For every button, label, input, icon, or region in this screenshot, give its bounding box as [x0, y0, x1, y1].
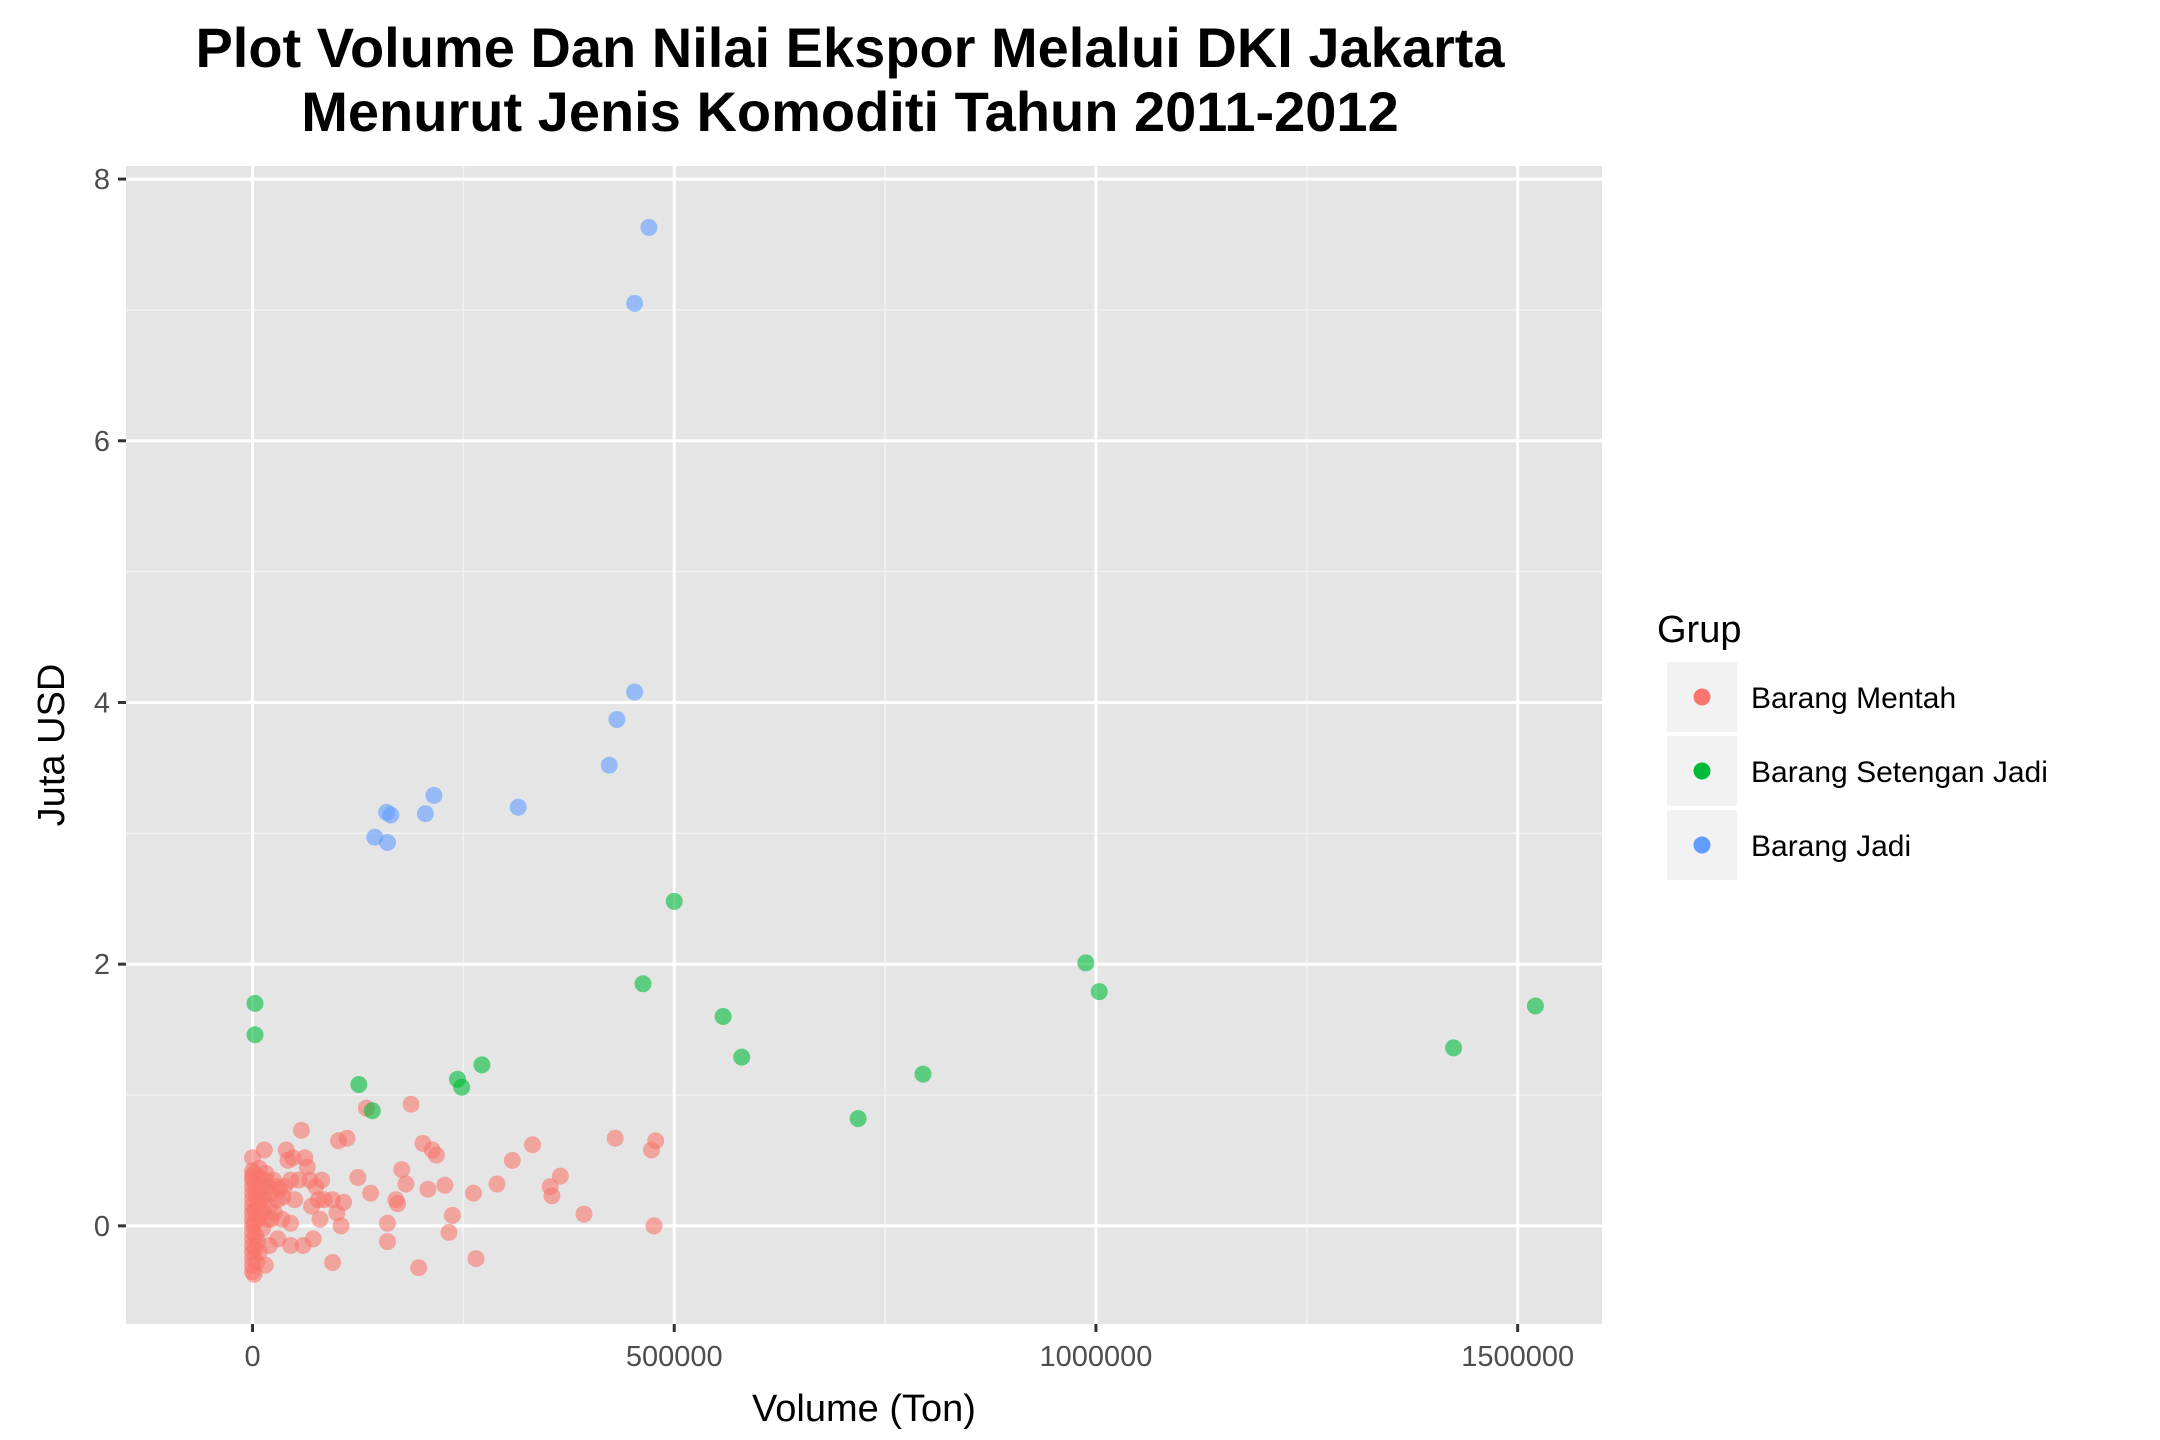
x-tick-label: 1000000 — [1039, 1341, 1152, 1373]
data-point-series-1 — [410, 1259, 428, 1277]
chart-title-line-2: Menurut Jenis Komoditi Tahun 2011-2012 — [301, 80, 1399, 143]
data-point-series-1 — [379, 1233, 396, 1251]
data-point-series-3 — [640, 219, 658, 236]
y-axis: 0 2 4 6 8 — [94, 164, 126, 1243]
data-point-series-1 — [575, 1205, 593, 1223]
data-point-series-2 — [849, 1110, 867, 1128]
legend-swatch — [1693, 762, 1711, 780]
data-point-series-1 — [298, 1158, 316, 1176]
data-point-series-1 — [488, 1175, 506, 1193]
data-point-series-3 — [626, 683, 644, 701]
plot-panel — [126, 166, 1602, 1324]
chart-title: Plot Volume Dan Nilai Ekspor Melalui DKI… — [120, 16, 1580, 144]
data-point-series-1 — [262, 1210, 280, 1228]
data-point-series-1 — [260, 1237, 278, 1254]
y-tick-label: 6 — [94, 426, 110, 458]
legend-swatch — [1693, 688, 1711, 706]
data-point-series-1 — [606, 1129, 624, 1147]
legend-label: Barang Jadi — [1751, 830, 1911, 863]
data-point-series-1 — [304, 1230, 322, 1248]
legend-title: Grup — [1657, 609, 1741, 651]
data-point-series-3 — [509, 798, 527, 816]
legend-label: Barang Mentah — [1751, 682, 1956, 715]
x-tick-label: 500000 — [626, 1341, 723, 1373]
data-point-series-2 — [914, 1065, 932, 1083]
data-point-series-1 — [362, 1184, 380, 1202]
data-point-series-1 — [284, 1149, 302, 1167]
data-point-series-1 — [427, 1146, 445, 1164]
data-point-series-1 — [255, 1141, 273, 1159]
x-tick-label: 1500000 — [1461, 1341, 1574, 1373]
data-point-series-1 — [313, 1171, 331, 1189]
data-point-series-2 — [1077, 954, 1095, 972]
data-point-series-1 — [292, 1121, 310, 1139]
data-point-series-1 — [647, 1132, 665, 1150]
data-point-series-2 — [473, 1056, 491, 1074]
y-tick-label: 4 — [94, 687, 110, 719]
data-point-series-2 — [453, 1078, 471, 1096]
data-point-series-1 — [551, 1167, 569, 1185]
y-tick-label: 8 — [94, 164, 110, 196]
data-point-series-1 — [324, 1254, 342, 1271]
legend-label: Barang Setengan Jadi — [1751, 756, 2048, 789]
data-point-series-3 — [416, 805, 434, 823]
data-point-series-1 — [419, 1180, 437, 1198]
major-grid — [126, 166, 1602, 1324]
data-point-series-1 — [402, 1095, 420, 1113]
data-point-series-3 — [626, 294, 644, 312]
x-tick-label: 0 — [244, 1341, 260, 1373]
data-point-series-1 — [440, 1223, 458, 1241]
chart-title-line-1: Plot Volume Dan Nilai Ekspor Melalui DKI… — [195, 16, 1505, 79]
data-point-series-1 — [282, 1214, 299, 1232]
data-point-series-1 — [335, 1193, 353, 1211]
data-point-series-1 — [543, 1187, 561, 1205]
data-points — [244, 219, 1544, 1283]
data-point-series-3 — [425, 786, 443, 804]
data-point-series-2 — [733, 1048, 751, 1066]
data-point-series-3 — [382, 806, 400, 824]
data-point-series-2 — [350, 1076, 368, 1093]
data-point-series-1 — [503, 1151, 521, 1169]
data-point-series-2 — [246, 994, 264, 1012]
data-point-series-3 — [379, 834, 396, 851]
data-point-series-1 — [282, 1237, 299, 1254]
data-point-series-3 — [600, 756, 618, 774]
data-point-series-1 — [443, 1206, 461, 1224]
data-point-series-1 — [379, 1214, 396, 1232]
data-point-series-3 — [608, 711, 626, 728]
data-point-series-2 — [665, 892, 683, 910]
data-point-series-1 — [467, 1250, 485, 1268]
data-point-series-1 — [397, 1175, 415, 1193]
data-point-series-1 — [524, 1136, 541, 1154]
legend: Grup Barang Mentah Barang Setengan Jadi Ba… — [1657, 609, 2048, 880]
data-point-series-3 — [366, 828, 384, 846]
y-tick-label: 2 — [94, 949, 110, 981]
data-point-series-2 — [363, 1102, 381, 1120]
data-point-series-1 — [465, 1184, 482, 1202]
y-tick-label: 0 — [94, 1211, 110, 1243]
data-point-series-2 — [1090, 983, 1108, 1001]
y-axis-title: Juta USD — [31, 664, 73, 827]
data-point-series-2 — [1526, 997, 1544, 1015]
data-point-series-2 — [714, 1008, 732, 1025]
legend-swatch — [1693, 836, 1711, 854]
data-point-series-1 — [338, 1129, 356, 1147]
data-point-series-2 — [1445, 1039, 1463, 1057]
data-point-series-1 — [286, 1191, 304, 1209]
data-point-series-1 — [389, 1195, 407, 1213]
data-point-series-2 — [246, 1026, 264, 1044]
data-point-series-1 — [645, 1217, 663, 1235]
data-point-series-1 — [311, 1210, 329, 1228]
data-point-series-2 — [634, 975, 652, 993]
x-axis: 0 500000 1000000 1500000 — [244, 1324, 1574, 1373]
data-point-series-1 — [393, 1161, 411, 1179]
data-point-series-1 — [332, 1217, 350, 1235]
data-point-series-1 — [256, 1256, 274, 1274]
x-axis-title: Volume (Ton) — [752, 1388, 976, 1430]
data-point-series-1 — [349, 1169, 367, 1186]
data-point-series-1 — [436, 1176, 454, 1194]
